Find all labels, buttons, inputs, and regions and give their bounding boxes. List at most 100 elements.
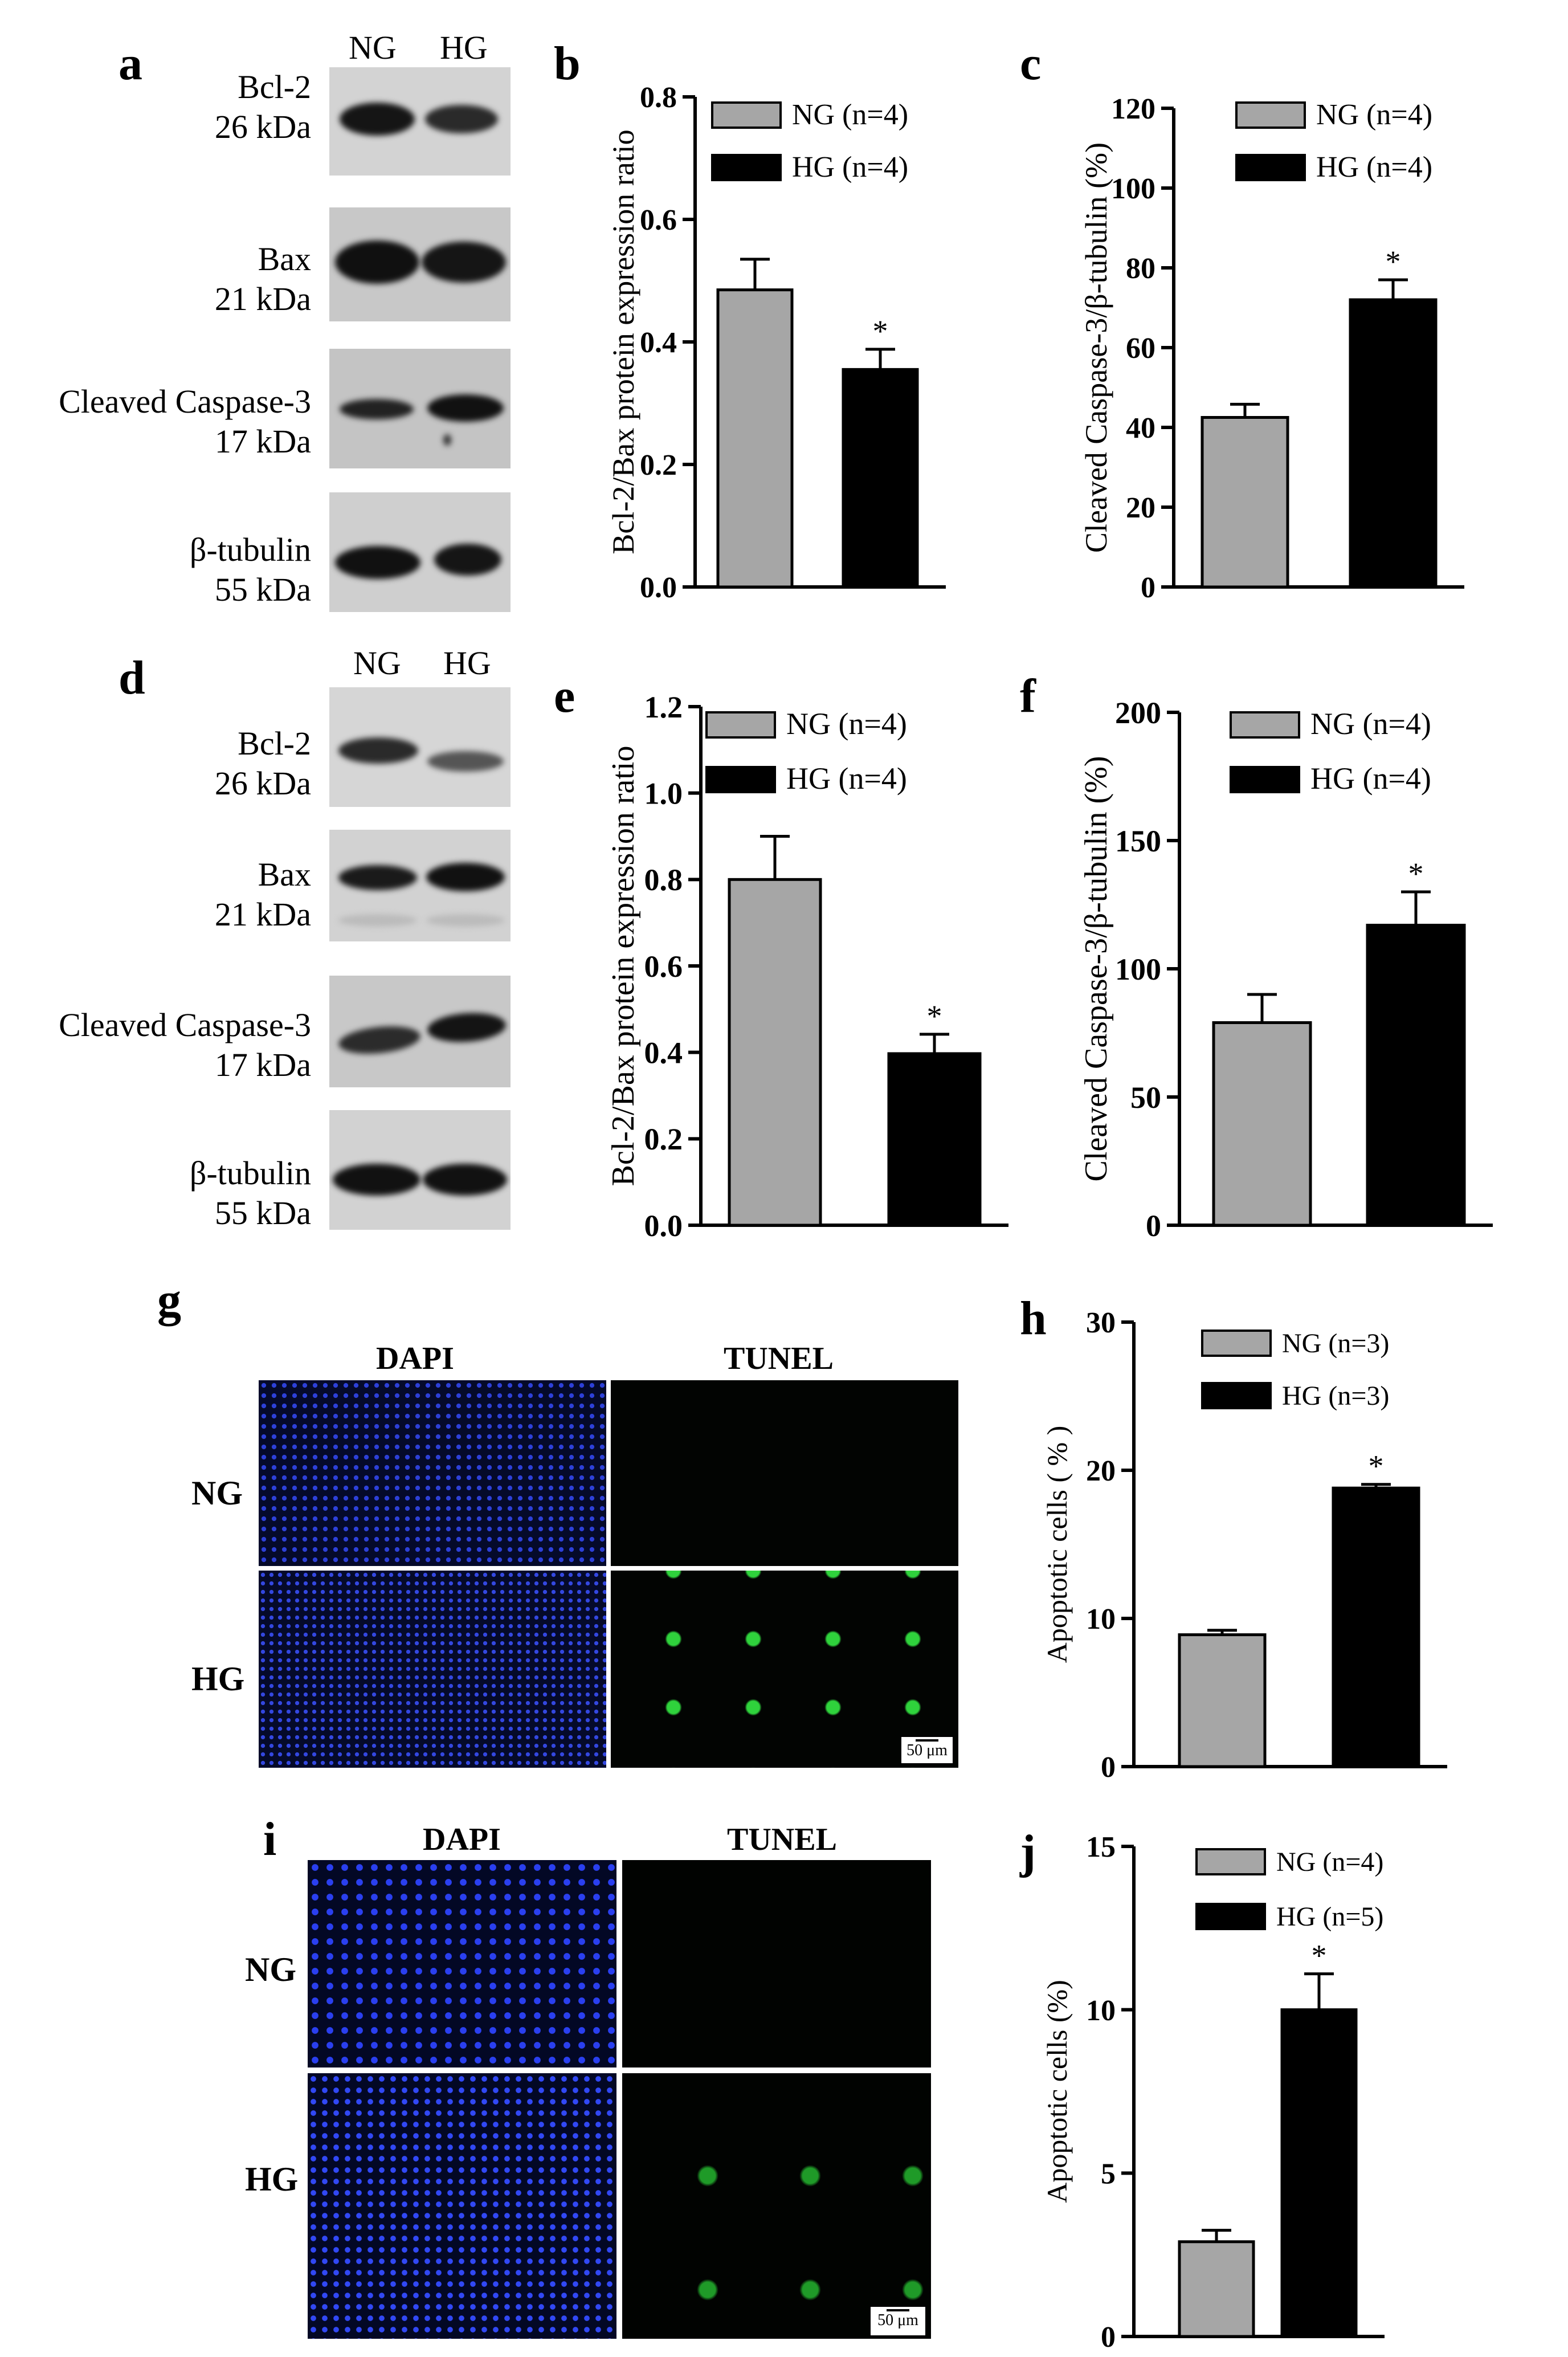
legend-label: HG (n=4) [1316,151,1432,183]
micrograph-dapi-hg [259,1571,606,1768]
bar-hg [1349,298,1438,589]
legend-label: HG (n=4) [786,761,907,796]
legend-label: NG (n=4) [786,707,907,741]
significance-mark: * [873,314,888,348]
panel-label-e: e [554,670,575,723]
blot-beta-tubulin [329,492,511,612]
lane-label-hg: HG [443,645,491,682]
y-tick-label: 200 [1115,696,1161,730]
legend-swatch [1201,1382,1272,1409]
blot-cleaved-caspase3 [329,349,511,468]
legend-label: NG (n=4) [1310,707,1431,741]
panel-label-j: j [1020,1825,1036,1878]
legend-swatch [1230,766,1300,793]
y-tick-label: 40 [1126,412,1155,445]
row-label-ng: NG [245,1951,296,1988]
legend-label: NG (n=4) [1276,1847,1383,1877]
y-tick-label: 150 [1115,824,1161,858]
blot-bcl2 [329,687,511,807]
legend-swatch [1235,154,1306,181]
legend-swatch [711,154,782,181]
significance-mark: * [1369,1449,1384,1483]
y-tick-label: 100 [1115,952,1161,986]
panel-label-i: i [263,1813,277,1866]
blot-label-cleaved-caspase3: Cleaved Caspase-3 17 kDa [59,1006,311,1083]
legend-swatch [705,766,776,793]
lane-label-hg: HG [440,29,488,66]
lane-label-ng: NG [349,29,397,66]
blot-beta-tubulin [329,1110,511,1230]
y-tick-label: 0.6 [644,949,683,984]
significance-mark: * [927,999,942,1033]
y-tick-label: 0.2 [640,449,677,482]
panel-label-c: c [1020,37,1042,90]
y-tick-label: 20 [1126,492,1155,524]
y-axis-label: Apoptotic cells (%) [1041,1980,1073,2203]
panel-label-d: d [119,651,145,704]
y-axis-label: Apoptotic cells ( % ) [1041,1426,1073,1663]
y-tick-label: 0 [1146,1209,1161,1243]
legend-swatch [711,101,782,129]
panel-label-g: g [157,1274,181,1327]
y-tick-label: 0 [1141,572,1155,604]
y-tick-label: 0.8 [644,863,683,897]
legend-label: HG (n=4) [792,151,908,183]
bar-hg [842,368,919,589]
legend-swatch [1195,1903,1266,1930]
y-axis-label: Bcl-2/Bax protein expression ratio [606,129,640,554]
legend-label: NG (n=3) [1282,1328,1389,1359]
legend-swatch [1235,101,1306,129]
micrograph-dapi-ng [308,1860,616,2068]
legend-label: NG (n=4) [792,99,908,131]
legend-label: HG (n=3) [1282,1381,1389,1411]
y-tick-label: 1.0 [644,777,683,811]
panel-label-b: b [554,37,581,90]
y-tick-label: 20 [1086,1455,1116,1487]
micrograph-dapi-hg [308,2073,616,2339]
blot-bax [329,830,511,941]
micrograph-tunel-hg [611,1571,958,1768]
y-tick-label: 60 [1126,332,1155,365]
blot-label-bax: Bax 21 kDa [214,240,311,317]
micrograph-tunel-hg [622,2073,931,2339]
bar-ng [728,878,822,1227]
y-axis-label: Cleaved Caspase-3/β-tubulin (%) [1079,142,1113,553]
blot-label-bax: Bax 21 kDa [214,856,311,933]
y-tick-label: 80 [1126,252,1155,285]
panel-label-h: h [1020,1292,1047,1345]
y-tick-label: 0 [1101,1751,1116,1784]
legend-swatch [1195,1848,1266,1875]
blot-cleaved-caspase3 [329,976,511,1087]
bar-ng [1178,1633,1267,1768]
chart-c: 0 20 40 60 80 100 120 Cleaved Caspase-3/β-tubul… [1079,93,1464,604]
y-tick-label: 10 [1086,1995,1116,2027]
micrograph-tunel-ng [622,1860,931,2068]
significance-mark: * [1408,857,1424,891]
legend-label: NG (n=4) [1316,99,1432,131]
blot-label-beta-tubulin: β-tubulin 55 kDa [189,1155,311,1231]
y-tick-label: 0.0 [640,572,677,604]
y-tick-label: 30 [1086,1307,1116,1339]
lane-label-ng: NG [353,645,401,682]
y-tick-label: 0.8 [640,81,677,114]
blot-label-beta-tubulin: β-tubulin 55 kDa [189,531,311,608]
row-label-hg: HG [191,1660,245,1698]
legend-label: HG (n=5) [1276,1902,1383,1932]
panel-label-f: f [1020,670,1036,723]
column-label-dapi: DAPI [423,1822,501,1857]
scale-bar: 50 μm [900,1736,954,1764]
y-tick-label: 1.2 [644,690,683,724]
blot-label-bcl2: Bcl-2 26 kDa [214,68,311,145]
micrograph-dapi-ng [259,1380,606,1566]
bar-hg [887,1052,982,1227]
bar-ng [1212,1021,1312,1227]
chart-h: 0 10 20 30 Apoptotic cells ( % ) * NG (n=3) HG … [1041,1307,1447,1784]
micrograph-tunel-ng [611,1380,958,1566]
y-tick-label: 0.4 [644,1036,683,1070]
y-tick-label: 0.2 [644,1122,683,1156]
bar-ng [1178,2240,1255,2338]
blot-bax [329,207,511,321]
row-label-ng: NG [191,1474,243,1512]
bar-hg [1366,924,1466,1227]
